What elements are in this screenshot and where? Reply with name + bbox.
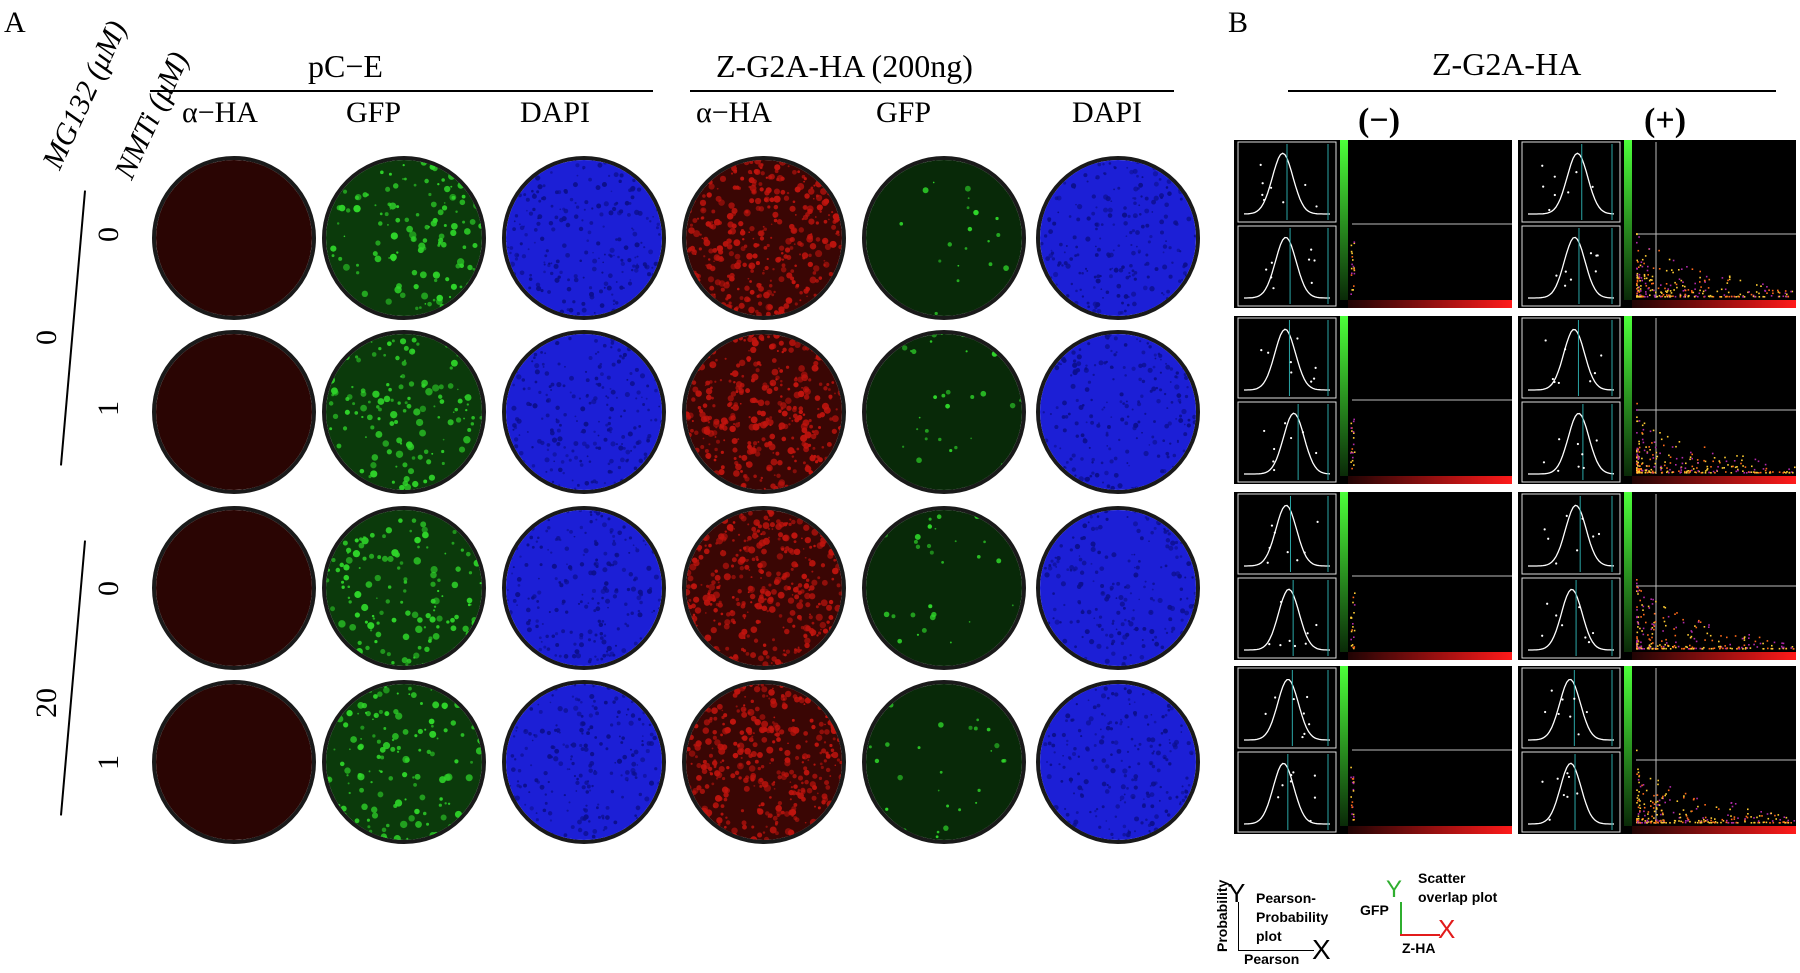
mg132-bracket-20 — [59, 540, 87, 816]
mg132-value-20: 20 — [30, 688, 63, 718]
well-image-r3-c5 — [862, 506, 1026, 670]
legend-pearson-y-axis — [1238, 902, 1239, 950]
colocalization-plot-r2-plus — [1518, 316, 1796, 484]
well-image-r3-c6 — [1036, 506, 1200, 670]
panel-b-letter: B — [1228, 6, 1249, 39]
mg132-value-0: 0 — [30, 330, 63, 345]
panel-b-col-plus: (+) — [1644, 102, 1687, 139]
well-image-r1-c2 — [322, 156, 486, 320]
well-image-r2-c1 — [152, 330, 316, 494]
well-image-r4-c3 — [502, 680, 666, 844]
nmti-value-row2: 1 — [92, 401, 125, 416]
well-image-r1-c5 — [862, 156, 1026, 320]
nmti-value-row1: 0 — [92, 227, 125, 242]
col-header-zg2a-dapi: DAPI — [1072, 96, 1143, 129]
well-image-r3-c2 — [322, 506, 486, 670]
legend-pearson-y-letter: Y — [1228, 878, 1246, 908]
panel-a-letter: A — [4, 6, 26, 39]
mg132-bracket-0 — [59, 190, 87, 466]
well-image-r1-c1 — [152, 156, 316, 320]
colocalization-plot-r4-plus — [1518, 666, 1796, 834]
well-image-r1-c6 — [1036, 156, 1200, 320]
group-line-pce — [150, 90, 653, 92]
group-title-pce: pC−E — [308, 48, 383, 84]
well-image-r2-c6 — [1036, 330, 1200, 494]
legend-pearson-text-3: plot — [1256, 928, 1282, 944]
well-image-r4-c2 — [322, 680, 486, 844]
legend-scatter-y-letter: Y — [1386, 876, 1403, 903]
legend-pearson-text-1: Pearson- — [1256, 890, 1316, 906]
legend-scatter-text-1: Scatter — [1418, 870, 1466, 886]
legend-pearson-text-2: Probability — [1256, 909, 1329, 925]
colocalization-plot-r3-plus — [1518, 492, 1796, 660]
legend-scatter-x-label: Z-HA — [1402, 940, 1436, 956]
well-image-r3-c3 — [502, 506, 666, 670]
well-image-r2-c5 — [862, 330, 1026, 494]
group-title-zg2a: Z-G2A-HA (200ng) — [716, 48, 973, 84]
well-image-r2-c2 — [322, 330, 486, 494]
well-image-r4-c4 — [682, 680, 846, 844]
nmti-value-row3: 0 — [92, 581, 125, 596]
col-header-pce-dapi: DAPI — [520, 96, 591, 129]
legend-pearson-x-label: Pearson — [1244, 951, 1300, 967]
group-line-zg2a — [690, 90, 1174, 92]
well-image-r4-c6 — [1036, 680, 1200, 844]
legend-scatter-x-axis — [1400, 934, 1440, 936]
well-image-r3-c4 — [682, 506, 846, 670]
well-image-r1-c3 — [502, 156, 666, 320]
colocalization-plot-r4-minus — [1234, 666, 1512, 834]
well-image-r2-c3 — [502, 330, 666, 494]
panel-b-title: Z-G2A-HA — [1432, 46, 1582, 82]
col-header-zg2a-ha: α−HA — [696, 96, 772, 129]
colocalization-plot-r1-plus — [1518, 140, 1796, 308]
colocalization-plot-r3-minus — [1234, 492, 1512, 660]
legend-scatter-y-axis — [1400, 902, 1402, 936]
col-header-pce-ha: α−HA — [182, 96, 258, 129]
well-image-r4-c5 — [862, 680, 1026, 844]
legend-scatter-text-2: overlap plot — [1418, 889, 1498, 905]
legend-pearson-x-letter: X — [1312, 934, 1331, 965]
colocalization-plot-r2-minus — [1234, 316, 1512, 484]
well-image-r4-c1 — [152, 680, 316, 844]
legend-pearson-y-label: Probability — [1214, 879, 1230, 952]
legend-pearson-x-axis — [1238, 950, 1314, 951]
colocalization-plot-r1-minus — [1234, 140, 1512, 308]
legend-scatter-y-label: GFP — [1360, 902, 1389, 918]
well-image-r3-c1 — [152, 506, 316, 670]
panel-b-col-minus: (−) — [1358, 102, 1401, 139]
legend-scatter-x-letter: X — [1438, 914, 1456, 944]
panel-b-title-line — [1288, 90, 1776, 92]
col-header-pce-gfp: GFP — [346, 96, 402, 129]
well-image-r2-c4 — [682, 330, 846, 494]
well-image-r1-c4 — [682, 156, 846, 320]
nmti-value-row4: 1 — [92, 755, 125, 770]
col-header-zg2a-gfp: GFP — [876, 96, 932, 129]
